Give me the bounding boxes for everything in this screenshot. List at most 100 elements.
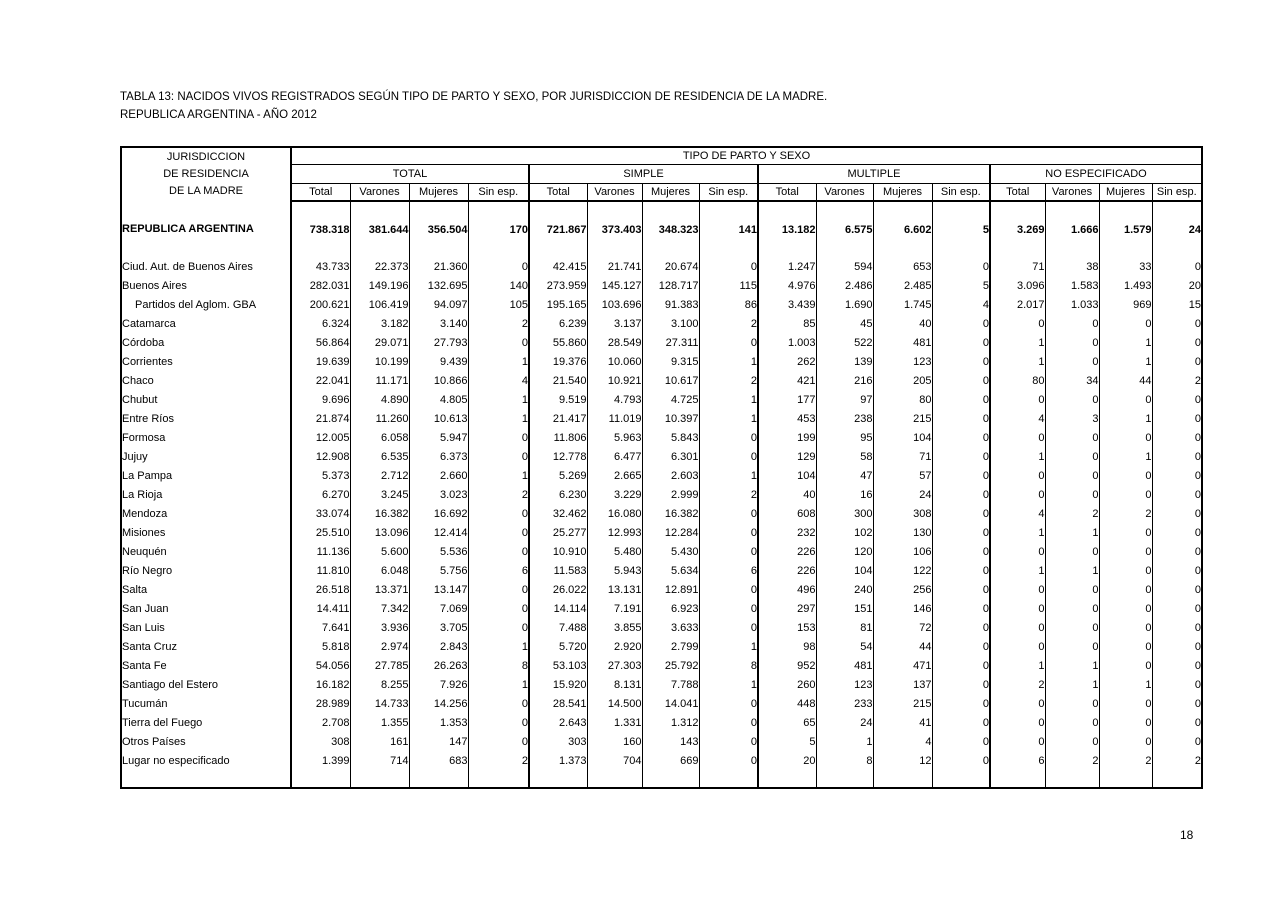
value-cell: 0 bbox=[989, 638, 1046, 657]
table-row: Buenos Aires 282.031 149.196 132.695 140 273.… bbox=[120, 277, 1203, 296]
value-cell: 969 bbox=[1098, 296, 1153, 315]
value-cell: 9.315 bbox=[641, 353, 700, 372]
value-cell: 0 bbox=[1151, 258, 1203, 277]
value-cell: 1 bbox=[467, 410, 530, 429]
value-cell: 0 bbox=[1151, 315, 1203, 334]
value-cell: 0 bbox=[1098, 600, 1153, 619]
value-cell: 0 bbox=[931, 258, 991, 277]
value-cell: 6.575 bbox=[815, 201, 874, 258]
value-cell: 481 bbox=[815, 657, 874, 676]
jurisdiction-cell: Río Negro bbox=[120, 562, 292, 581]
value-cell: 71 bbox=[872, 448, 933, 467]
value-cell: 1 bbox=[989, 562, 1046, 581]
value-cell: 130 bbox=[872, 524, 933, 543]
table-row: Catamarca 6.324 3.182 3.140 2 6.239 3.137 3.100… bbox=[120, 315, 1203, 334]
table-row: Misiones 25.510 13.096 12.414 0 25.277 12.993 1… bbox=[120, 524, 1203, 543]
value-cell: 15.920 bbox=[528, 676, 588, 695]
table-row: Santa Fe 54.056 27.785 26.263 8 53.103 27.303 2… bbox=[120, 657, 1203, 676]
value-cell bbox=[989, 771, 1046, 788]
value-cell: 240 bbox=[815, 581, 874, 600]
value-cell: 7.069 bbox=[408, 600, 469, 619]
value-cell: 1.666 bbox=[1044, 201, 1100, 258]
value-cell: 5.947 bbox=[408, 429, 469, 448]
value-cell: 16 bbox=[815, 486, 874, 505]
value-cell: 0 bbox=[1098, 714, 1153, 733]
value-cell bbox=[641, 771, 700, 788]
value-cell: 704 bbox=[586, 752, 643, 771]
header-row-subcolumns: Total Varones Mujeres Sin esp. Total Var… bbox=[121, 183, 1203, 202]
value-cell: 12.993 bbox=[586, 524, 643, 543]
value-cell: 282.031 bbox=[290, 277, 351, 296]
value-cell: 0 bbox=[698, 334, 759, 353]
subcolumn-header: Varones bbox=[349, 183, 410, 202]
value-cell: 0 bbox=[989, 543, 1046, 562]
value-cell: 0 bbox=[1151, 486, 1203, 505]
subcolumn-header: Mujeres bbox=[1098, 183, 1153, 202]
value-cell: 0 bbox=[931, 600, 991, 619]
value-cell: 6.373 bbox=[408, 448, 469, 467]
value-cell: 1.312 bbox=[641, 714, 700, 733]
value-cell: 0 bbox=[1044, 581, 1100, 600]
value-cell: 95 bbox=[815, 429, 874, 448]
value-cell: 5.634 bbox=[641, 562, 700, 581]
value-cell: 260 bbox=[757, 676, 817, 695]
value-cell: 12.284 bbox=[641, 524, 700, 543]
value-cell: 104 bbox=[872, 429, 933, 448]
value-cell: 65 bbox=[757, 714, 817, 733]
value-cell bbox=[586, 771, 643, 788]
value-cell: 195.165 bbox=[528, 296, 588, 315]
table-row: Corrientes 19.639 10.199 9.439 1 19.376 10.060… bbox=[120, 353, 1203, 372]
jurisdiction-cell: REPUBLICA ARGENTINA bbox=[120, 201, 292, 258]
value-cell: 10.060 bbox=[586, 353, 643, 372]
value-cell: 0 bbox=[698, 429, 759, 448]
value-cell: 7.641 bbox=[290, 619, 351, 638]
value-cell: 5.536 bbox=[408, 543, 469, 562]
value-cell: 85 bbox=[757, 315, 817, 334]
value-cell: 3.936 bbox=[349, 619, 410, 638]
jurisdiction-header: JURISDICCION DE RESIDENCIA DE LA MADRE bbox=[120, 147, 292, 201]
value-cell: 0 bbox=[698, 714, 759, 733]
value-cell: 2 bbox=[467, 486, 530, 505]
value-cell: 3.269 bbox=[989, 201, 1046, 258]
value-cell: 215 bbox=[872, 410, 933, 429]
value-cell: 5.373 bbox=[290, 467, 351, 486]
table-row: Tierra del Fuego 2.708 1.355 1.353 0 2.643 1.3… bbox=[120, 714, 1203, 733]
value-cell: 3.439 bbox=[757, 296, 817, 315]
value-cell: 56.864 bbox=[290, 334, 351, 353]
value-cell: 738.318 bbox=[290, 201, 351, 258]
value-cell: 0 bbox=[1044, 486, 1100, 505]
table-row: San Juan 14.411 7.342 7.069 0 14.114 7.191 6.92… bbox=[120, 600, 1203, 619]
value-cell: 3.182 bbox=[349, 315, 410, 334]
value-cell: 0 bbox=[1098, 391, 1153, 410]
value-cell: 2 bbox=[1098, 752, 1153, 771]
value-cell: 15 bbox=[1151, 296, 1203, 315]
value-cell: 0 bbox=[467, 448, 530, 467]
value-cell: 0 bbox=[989, 467, 1046, 486]
value-cell: 4.725 bbox=[641, 391, 700, 410]
value-cell: 0 bbox=[1044, 353, 1100, 372]
value-cell: 3.137 bbox=[586, 315, 643, 334]
value-cell: 24 bbox=[815, 714, 874, 733]
value-cell: 6.230 bbox=[528, 486, 588, 505]
table-row: Partidos del Aglom. GBA 200.621 106.419 94.… bbox=[120, 296, 1203, 315]
value-cell: 6.239 bbox=[528, 315, 588, 334]
value-cell: 1 bbox=[467, 676, 530, 695]
value-cell: 20 bbox=[757, 752, 817, 771]
jurisdiction-cell: Partidos del Aglom. GBA bbox=[120, 296, 292, 315]
value-cell: 0 bbox=[467, 600, 530, 619]
value-cell: 0 bbox=[931, 676, 991, 695]
subcolumn-header: Mujeres bbox=[641, 183, 700, 202]
value-cell: 262 bbox=[757, 353, 817, 372]
value-cell: 13.096 bbox=[349, 524, 410, 543]
value-cell: 34 bbox=[1044, 372, 1100, 391]
value-cell: 297 bbox=[757, 600, 817, 619]
value-cell: 4.976 bbox=[757, 277, 817, 296]
value-cell: 6.058 bbox=[349, 429, 410, 448]
value-cell: 0 bbox=[989, 695, 1046, 714]
value-cell: 54.056 bbox=[290, 657, 351, 676]
value-cell: 11.806 bbox=[528, 429, 588, 448]
value-cell bbox=[1044, 771, 1100, 788]
value-cell: 1 bbox=[467, 467, 530, 486]
value-cell: 1.355 bbox=[349, 714, 410, 733]
value-cell: 9.439 bbox=[408, 353, 469, 372]
